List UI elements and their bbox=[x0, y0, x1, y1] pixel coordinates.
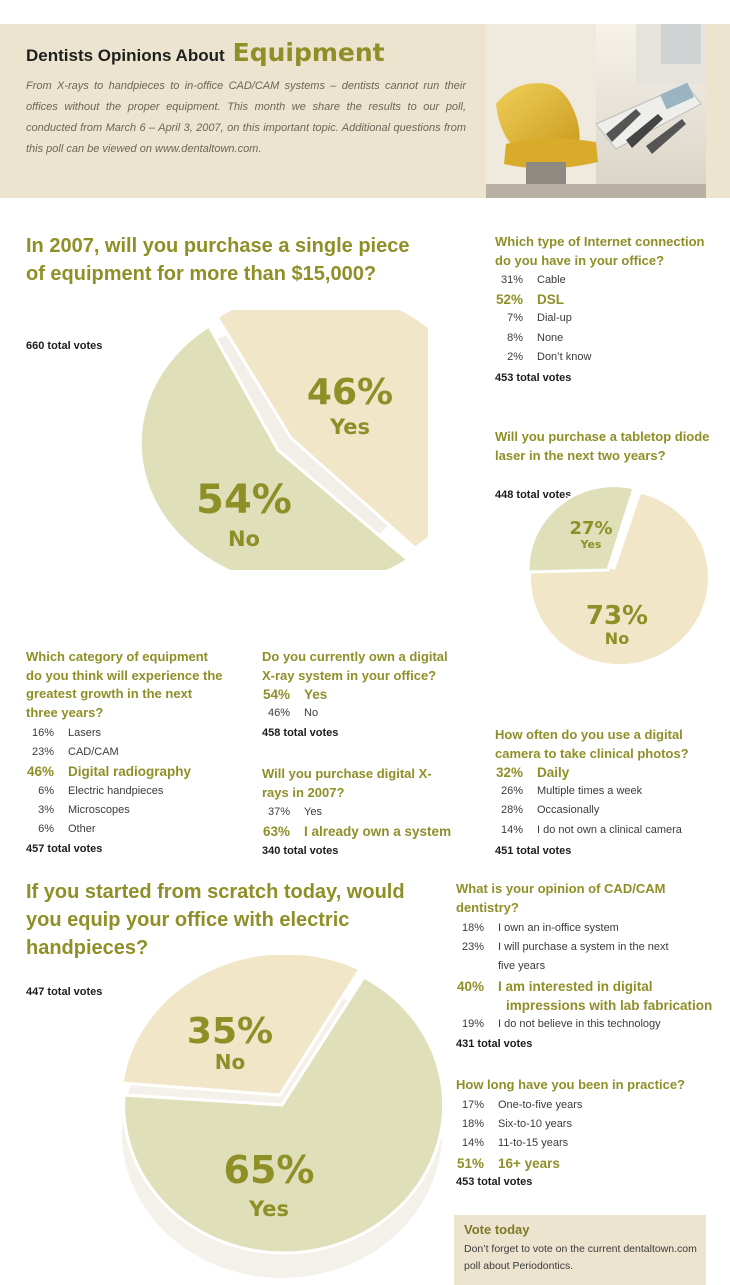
list-item-highlight: 40% I am interested in digital bbox=[456, 978, 653, 994]
title-big: Equipment bbox=[232, 38, 385, 67]
list-item-highlight: 52% DSL bbox=[495, 292, 564, 308]
list-item: 6% Other bbox=[38, 823, 96, 836]
list-item: 6% Electric handpieces bbox=[38, 784, 164, 797]
question-5-options: 54% Yes 46% No bbox=[262, 685, 327, 723]
question-4-title: Which category of equipment do you think… bbox=[26, 649, 223, 720]
pie-8-no-pct: 35% bbox=[187, 1011, 273, 1052]
list-item: 37% Yes bbox=[267, 806, 322, 818]
list-item-highlight: 51% 16+ years bbox=[456, 1155, 560, 1171]
question-3-votes: 448 total votes bbox=[495, 489, 572, 501]
pie-8-slice-no bbox=[120, 955, 363, 1097]
list-item: 3% Microscopes bbox=[38, 803, 130, 816]
pie-1-yes-label: Yes bbox=[329, 415, 370, 439]
vote-today-title: Vote today bbox=[464, 1222, 530, 1237]
question-1-votes: 660 total votes bbox=[26, 340, 103, 352]
question-8-title: If you started from scratch today, would… bbox=[26, 881, 405, 959]
question-3-title: Will you purchase a tabletop diode laser… bbox=[495, 429, 710, 463]
vote-today-text: Don’t forget to vote on the current dent… bbox=[464, 1243, 697, 1272]
list-item: 14% I do not own a clinical camera bbox=[500, 823, 682, 836]
page-title: Dentists Opinions About Equipment bbox=[26, 38, 385, 67]
pie-3-no-label: No bbox=[605, 629, 629, 648]
pie-1-no-pct: 54% bbox=[196, 477, 292, 523]
pie-1-slice-no bbox=[138, 323, 411, 570]
list-item: 2% Don’t know bbox=[507, 350, 592, 363]
question-2-votes: 453 total votes bbox=[495, 372, 572, 384]
question-9-title: What is your opinion of CAD/CAM dentistr… bbox=[456, 881, 666, 915]
question-5-title: Do you currently own a digital X-ray sys… bbox=[262, 649, 448, 683]
dental-chair-photo bbox=[486, 24, 706, 198]
question-2-title: Which type of Internet connection do you… bbox=[495, 234, 705, 268]
pie-8-slice-yes bbox=[122, 975, 442, 1255]
list-item-highlight: 46% Digital radiography bbox=[26, 764, 192, 780]
list-item: 18% Six-to-10 years bbox=[461, 1118, 572, 1131]
question-10-title: How long have you been in practice? bbox=[456, 1077, 685, 1092]
list-item-highlight: 32% Daily bbox=[495, 765, 570, 780]
pie-chart-3: 27% Yes 73% No bbox=[526, 484, 710, 668]
list-item: 16% Lasers bbox=[31, 727, 102, 739]
list-item-highlight: 63% I already own a system bbox=[262, 824, 452, 840]
list-item: 31% Cable bbox=[500, 274, 566, 286]
pie-chart-1: 46% Yes 54% No bbox=[138, 310, 428, 570]
pie-3-yes-label: Yes bbox=[580, 538, 602, 551]
list-item: 23% CAD/CAM bbox=[31, 746, 119, 759]
list-item: 19% I do not believe in this technology bbox=[461, 1018, 661, 1031]
pie-chart-8: 35% No 65% Yes bbox=[120, 955, 442, 1278]
pie-3-slice-yes bbox=[526, 484, 636, 574]
question-7-title: How often do you use a digital camera to… bbox=[495, 727, 689, 761]
list-item: 26% Multiple times a week bbox=[500, 785, 643, 798]
question-9-votes: 431 total votes bbox=[456, 1038, 533, 1050]
list-item: 7% Dial-up bbox=[507, 312, 572, 325]
question-6-title: Will you purchase digital X-rays in 2007… bbox=[262, 766, 432, 800]
list-item: 8% None bbox=[507, 331, 564, 344]
question-7-votes: 451 total votes bbox=[495, 845, 572, 857]
question-5-votes: 458 total votes bbox=[262, 727, 339, 739]
question-4-votes: 457 total votes bbox=[26, 843, 103, 855]
list-item: 14% 11-to-15 years bbox=[461, 1137, 569, 1150]
list-item: 18% I own an in-office system bbox=[461, 922, 619, 934]
intro-text: From X-rays to handpieces to in-office C… bbox=[26, 80, 466, 155]
question-6-votes: 340 total votes bbox=[262, 845, 339, 857]
title-small: Dentists Opinions About bbox=[26, 46, 225, 65]
list-item-continued: five years bbox=[498, 960, 546, 973]
pie-8-yes-label: Yes bbox=[248, 1197, 289, 1221]
pie-1-yes-pct: 46% bbox=[307, 372, 393, 413]
question-1-title: In 2007, will you purchase a single piec… bbox=[26, 235, 410, 285]
list-item-highlight: 54% Yes bbox=[262, 687, 328, 702]
question-9-options: 18% I own an in-office system 23% I will p… bbox=[456, 919, 712, 1034]
pie-3-slice-no bbox=[527, 490, 710, 668]
question-10-options: 17% One-to-five years 18% Six-to-10 years … bbox=[456, 1096, 582, 1173]
pie-3-no-pct: 73% bbox=[586, 601, 648, 631]
list-item: 28% Occasionally bbox=[500, 804, 600, 817]
pie-1-slice-yes bbox=[214, 310, 428, 550]
pie-8-yes-pct: 65% bbox=[224, 1148, 315, 1192]
pie-3-yes-pct: 27% bbox=[569, 518, 612, 539]
list-item: 23% I will purchase a system in the next bbox=[461, 941, 669, 954]
list-item-highlight-continued: impressions with lab fabrication bbox=[506, 997, 713, 1013]
list-item: 17% One-to-five years bbox=[461, 1099, 583, 1111]
question-8-votes: 447 total votes bbox=[26, 986, 103, 998]
question-4-options: 16% Lasers 23% CAD/CAM 46% Digital radiogra… bbox=[26, 724, 191, 839]
question-2-options: 31% Cable 52% DSL 7% Dial-up 8% None 2% Don’t… bbox=[495, 271, 591, 367]
question-10-votes: 453 total votes bbox=[456, 1176, 533, 1188]
question-6-options: 37% Yes 63% I already own a system bbox=[262, 803, 451, 841]
pie-1-no-label: No bbox=[228, 527, 260, 551]
pie-8-no-label: No bbox=[215, 1050, 245, 1074]
list-item: 46% No bbox=[267, 707, 319, 720]
question-7-options: 32% Daily 26% Multiple times a week 28% Occ… bbox=[495, 763, 682, 840]
vote-today-box bbox=[454, 1215, 706, 1285]
